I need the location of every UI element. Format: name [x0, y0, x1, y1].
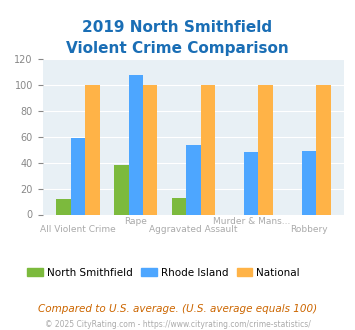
Text: Aggravated Assault: Aggravated Assault: [149, 224, 238, 234]
Bar: [143, 85, 157, 214]
Bar: [302, 151, 316, 214]
Text: Robbery: Robbery: [290, 224, 328, 234]
Bar: [244, 152, 258, 214]
Bar: [71, 138, 85, 214]
Text: Rape: Rape: [124, 216, 147, 225]
Bar: [56, 199, 71, 214]
Bar: [85, 85, 100, 214]
Text: Murder & Mans...: Murder & Mans...: [213, 216, 290, 225]
Bar: [201, 85, 215, 214]
Text: © 2025 CityRating.com - https://www.cityrating.com/crime-statistics/: © 2025 CityRating.com - https://www.city…: [45, 320, 310, 329]
Text: 2019 North Smithfield: 2019 North Smithfield: [82, 20, 273, 35]
Bar: [186, 145, 201, 214]
Bar: [316, 85, 331, 214]
Bar: [114, 165, 129, 215]
Text: All Violent Crime: All Violent Crime: [40, 224, 116, 234]
Bar: [172, 198, 186, 214]
Bar: [258, 85, 273, 214]
Text: Compared to U.S. average. (U.S. average equals 100): Compared to U.S. average. (U.S. average …: [38, 304, 317, 314]
Bar: [129, 75, 143, 214]
Legend: North Smithfield, Rhode Island, National: North Smithfield, Rhode Island, National: [23, 264, 304, 282]
Text: Violent Crime Comparison: Violent Crime Comparison: [66, 41, 289, 56]
